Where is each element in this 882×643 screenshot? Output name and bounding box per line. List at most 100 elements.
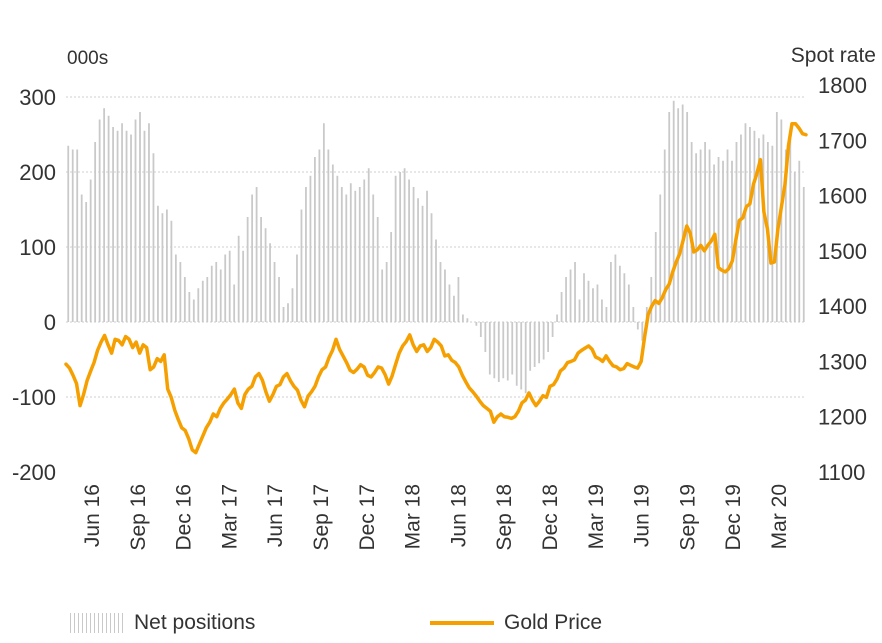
net-position-bar bbox=[627, 284, 630, 322]
net-position-bar bbox=[210, 265, 213, 322]
net-position-bar bbox=[560, 292, 563, 322]
net-position-bar bbox=[484, 322, 487, 352]
right-tick-label: 1100 bbox=[818, 460, 865, 485]
net-position-bar bbox=[322, 123, 325, 322]
net-position-bar bbox=[282, 307, 285, 322]
net-position-bar bbox=[444, 269, 446, 322]
x-tick-label: Jun 18 bbox=[447, 484, 470, 547]
legend-label-gold-price: Gold Price bbox=[504, 611, 603, 634]
net-position-bar bbox=[161, 213, 164, 322]
net-position-bar bbox=[569, 269, 572, 322]
x-axis-ticks: Jun 16 Sep 16 Dec 16 Mar 17 Jun 17 Sep 17 Dec … bbox=[81, 484, 791, 551]
x-tick-label: Mar 19 bbox=[585, 484, 608, 549]
legend-item-gold-price: Gold Price bbox=[430, 608, 602, 638]
net-position-bar bbox=[174, 254, 177, 322]
x-tick-label: Mar 18 bbox=[402, 484, 425, 549]
net-position-bar bbox=[336, 175, 339, 322]
net-position-bar bbox=[726, 149, 729, 322]
net-position-bar bbox=[771, 145, 774, 322]
net-position-bar bbox=[686, 112, 689, 322]
net-position-bar bbox=[802, 187, 805, 322]
net-position-bar bbox=[780, 119, 783, 322]
left-tick-label: -200 bbox=[12, 460, 56, 485]
net-position-bar bbox=[372, 194, 375, 322]
net-position-bar bbox=[601, 299, 603, 322]
net-position-bar bbox=[80, 194, 83, 322]
net-position-bar bbox=[130, 134, 132, 322]
net-position-bar bbox=[798, 160, 801, 322]
net-position-bar bbox=[596, 284, 599, 322]
net-position-bar bbox=[85, 202, 88, 322]
right-tick-label: 1300 bbox=[818, 349, 867, 374]
net-position-bar bbox=[636, 322, 639, 330]
net-position-bar bbox=[681, 104, 684, 322]
net-position-bar bbox=[677, 108, 680, 322]
x-tick-label: Dec 16 bbox=[173, 484, 196, 551]
net-position-bar bbox=[695, 153, 698, 322]
net-position-bar bbox=[699, 149, 702, 322]
net-position-bar bbox=[587, 280, 590, 322]
net-position-bar bbox=[296, 254, 298, 322]
net-position-bar bbox=[121, 123, 123, 322]
net-position-bar bbox=[300, 209, 303, 322]
net-position-bar bbox=[215, 262, 218, 322]
net-position-bar bbox=[520, 322, 523, 390]
net-position-bar bbox=[547, 322, 550, 352]
net-position-bar bbox=[466, 318, 469, 322]
net-position-bar bbox=[197, 288, 200, 322]
net-position-bar bbox=[793, 172, 796, 322]
net-position-bar bbox=[76, 149, 79, 322]
net-position-bar bbox=[381, 269, 384, 322]
net-position-bar bbox=[565, 277, 567, 322]
x-tick-label: Mar 17 bbox=[218, 484, 241, 549]
net-position-bar bbox=[278, 277, 280, 322]
x-tick-label: Jun 19 bbox=[631, 484, 654, 547]
left-tick-label: 200 bbox=[19, 160, 56, 185]
right-axis-ticks: 1800 1700 1600 1500 1400 1300 1200 1100 bbox=[818, 73, 867, 485]
net-position-bar bbox=[143, 130, 146, 322]
net-position-bar bbox=[475, 322, 478, 326]
net-position-bar bbox=[237, 235, 240, 322]
gold-price-series bbox=[64, 121, 808, 455]
left-tick-label: 100 bbox=[19, 235, 56, 260]
net-position-bar bbox=[354, 190, 357, 322]
legend-swatch-bars bbox=[70, 613, 126, 633]
net-position-bar bbox=[753, 130, 756, 322]
right-axis-label: Spot rate bbox=[791, 44, 876, 67]
net-position-bar bbox=[574, 262, 576, 322]
net-position-bar bbox=[107, 115, 110, 322]
net-position-bar bbox=[206, 277, 209, 322]
net-position-bar bbox=[287, 303, 289, 322]
net-position-bar bbox=[583, 273, 585, 322]
net-position-bar bbox=[67, 145, 70, 322]
net-position-bar bbox=[457, 277, 460, 322]
right-tick-label: 1200 bbox=[818, 405, 867, 430]
net-position-bar bbox=[641, 322, 644, 341]
net-position-bar bbox=[632, 307, 635, 322]
x-tick-label: Dec 19 bbox=[722, 484, 745, 551]
net-position-bar bbox=[663, 149, 666, 322]
net-position-bar bbox=[731, 160, 733, 322]
left-axis-ticks: 300 200 100 0 -100 -200 bbox=[12, 85, 56, 485]
net-position-bar bbox=[529, 322, 532, 371]
net-position-bar bbox=[659, 194, 662, 322]
net-position-bar bbox=[758, 138, 760, 322]
net-position-bar bbox=[112, 127, 114, 322]
right-tick-label: 1800 bbox=[818, 73, 867, 98]
net-position-bar bbox=[318, 149, 321, 322]
net-position-bar bbox=[139, 112, 141, 322]
net-position-bar bbox=[269, 243, 271, 322]
net-position-bar bbox=[435, 239, 437, 322]
net-position-bar bbox=[224, 254, 227, 322]
net-position-bar bbox=[363, 179, 366, 322]
net-position-bar bbox=[242, 250, 245, 322]
net-position-bar bbox=[251, 194, 254, 322]
x-tick-label: Jun 16 bbox=[81, 484, 104, 547]
net-position-bar bbox=[426, 190, 428, 322]
net-position-bar bbox=[515, 322, 518, 386]
net-position-bar bbox=[439, 262, 442, 322]
net-position-bar bbox=[421, 205, 424, 322]
net-position-bar bbox=[448, 284, 451, 322]
net-position-bar bbox=[71, 149, 74, 322]
